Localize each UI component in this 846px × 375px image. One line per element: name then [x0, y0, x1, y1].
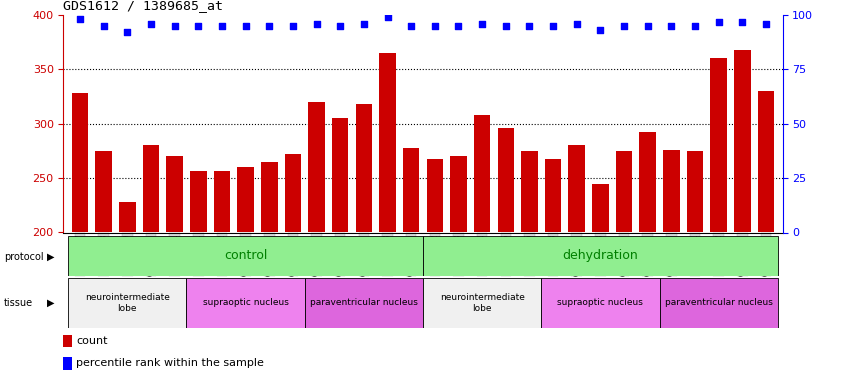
- Bar: [284, 154, 301, 232]
- Bar: [186, 278, 305, 328]
- Point: [168, 23, 181, 29]
- Bar: [640, 132, 656, 232]
- Point: [144, 21, 157, 27]
- Bar: [450, 156, 467, 232]
- Point: [286, 23, 299, 29]
- Bar: [569, 146, 585, 232]
- Bar: [214, 171, 230, 232]
- Point: [191, 23, 205, 29]
- Point: [74, 16, 87, 22]
- Point: [239, 23, 252, 29]
- Bar: [72, 93, 88, 232]
- Point: [665, 23, 678, 29]
- Bar: [521, 151, 538, 232]
- Bar: [332, 118, 349, 232]
- Text: paraventricular nucleus: paraventricular nucleus: [310, 298, 418, 307]
- Text: GDS1612 / 1389685_at: GDS1612 / 1389685_at: [63, 0, 223, 12]
- Point: [759, 21, 772, 27]
- Point: [523, 23, 536, 29]
- Bar: [660, 278, 777, 328]
- Bar: [305, 278, 423, 328]
- Point: [310, 21, 323, 27]
- Text: tissue: tissue: [4, 298, 33, 308]
- Point: [547, 23, 560, 29]
- Point: [499, 23, 513, 29]
- Bar: [592, 183, 608, 232]
- Bar: [423, 236, 777, 276]
- Bar: [426, 159, 443, 232]
- Point: [381, 14, 394, 20]
- Text: supraoptic nucleus: supraoptic nucleus: [558, 298, 643, 307]
- Point: [570, 21, 584, 27]
- Point: [475, 21, 489, 27]
- Bar: [616, 151, 632, 232]
- Text: ▶: ▶: [47, 252, 54, 262]
- Bar: [497, 128, 514, 232]
- Bar: [758, 91, 774, 232]
- Bar: [69, 236, 423, 276]
- Bar: [474, 115, 491, 232]
- Bar: [143, 146, 159, 232]
- Point: [262, 23, 276, 29]
- Bar: [423, 278, 541, 328]
- Bar: [687, 151, 703, 232]
- Text: percentile rank within the sample: percentile rank within the sample: [76, 358, 264, 368]
- Bar: [734, 50, 750, 232]
- Text: count: count: [76, 336, 108, 346]
- Point: [404, 23, 418, 29]
- Text: paraventricular nucleus: paraventricular nucleus: [665, 298, 772, 307]
- Bar: [119, 202, 135, 232]
- Point: [97, 23, 111, 29]
- Text: dehydration: dehydration: [563, 249, 638, 262]
- Bar: [545, 159, 562, 232]
- Point: [215, 23, 228, 29]
- Bar: [261, 162, 277, 232]
- Point: [594, 27, 607, 33]
- Bar: [541, 278, 660, 328]
- Text: neurointermediate
lobe: neurointermediate lobe: [85, 293, 170, 312]
- Bar: [96, 151, 112, 232]
- Point: [735, 18, 749, 24]
- Bar: [379, 53, 396, 232]
- Bar: [663, 150, 679, 232]
- Point: [712, 18, 726, 24]
- Text: supraoptic nucleus: supraoptic nucleus: [203, 298, 288, 307]
- Bar: [63, 357, 72, 370]
- Bar: [711, 58, 727, 232]
- Bar: [403, 148, 420, 232]
- Text: protocol: protocol: [4, 252, 44, 262]
- Text: ▶: ▶: [47, 298, 54, 308]
- Bar: [63, 334, 72, 347]
- Point: [452, 23, 465, 29]
- Bar: [69, 278, 186, 328]
- Bar: [167, 156, 183, 232]
- Bar: [355, 104, 372, 232]
- Point: [689, 23, 702, 29]
- Text: control: control: [224, 249, 267, 262]
- Bar: [238, 167, 254, 232]
- Point: [120, 29, 134, 35]
- Text: neurointermediate
lobe: neurointermediate lobe: [440, 293, 525, 312]
- Point: [641, 23, 655, 29]
- Point: [357, 21, 371, 27]
- Point: [428, 23, 442, 29]
- Point: [333, 23, 347, 29]
- Bar: [308, 102, 325, 232]
- Point: [618, 23, 631, 29]
- Bar: [190, 171, 206, 232]
